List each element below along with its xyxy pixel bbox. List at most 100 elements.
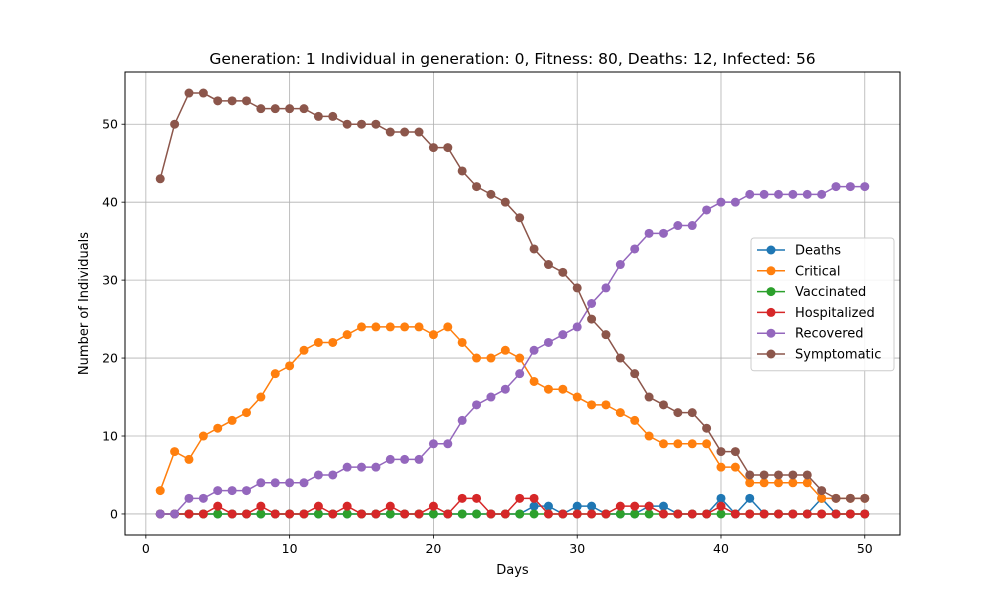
deaths-point <box>543 501 553 511</box>
x-tick-label: 40 <box>713 541 729 556</box>
hospitalized-point <box>601 509 611 519</box>
vaccinated-point <box>515 509 525 519</box>
recovered-point <box>702 205 712 215</box>
legend-label: Hospitalized <box>795 306 875 321</box>
critical-point <box>500 345 510 355</box>
critical-point <box>400 322 410 332</box>
symptomatic-point <box>486 189 496 199</box>
series-critical <box>155 322 870 503</box>
hospitalized-point <box>572 509 582 519</box>
recovered-point <box>687 221 697 231</box>
plot-frame <box>124 71 901 536</box>
recovered-point <box>831 182 841 192</box>
symptomatic-point <box>414 127 424 137</box>
recovered-point <box>658 228 668 238</box>
recovered-point <box>745 189 755 199</box>
recovered-point <box>543 337 553 347</box>
recovered-point <box>443 439 453 449</box>
legend-swatch-marker <box>766 287 776 297</box>
recovered-point <box>673 221 683 231</box>
symptomatic-point <box>227 96 237 106</box>
symptomatic-point <box>313 111 323 121</box>
series-hospitalized <box>155 493 870 519</box>
symptomatic-point <box>443 143 453 153</box>
deaths-point <box>572 501 582 511</box>
critical-point <box>572 392 582 402</box>
symptomatic-point <box>500 197 510 207</box>
recovered-point <box>500 384 510 394</box>
hospitalized-point <box>457 493 467 503</box>
recovered-point <box>845 182 855 192</box>
critical-point <box>342 330 352 340</box>
symptomatic-point <box>155 174 165 184</box>
symptomatic-point <box>184 88 194 98</box>
recovered-point <box>802 189 812 199</box>
critical-point <box>313 337 323 347</box>
critical-point <box>745 478 755 488</box>
symptomatic-point <box>256 104 266 114</box>
legend-label: Recovered <box>795 327 864 342</box>
recovered-point <box>270 478 280 488</box>
critical-point <box>198 431 208 441</box>
deaths-point <box>658 501 668 511</box>
hospitalized-point <box>730 509 740 519</box>
symptomatic-point <box>716 447 726 457</box>
chart-title: Generation: 1 Individual in generation: … <box>209 50 815 68</box>
hospitalized-point <box>587 509 597 519</box>
recovered-point <box>615 260 625 270</box>
hospitalized-point <box>342 501 352 511</box>
symptomatic-point <box>472 182 482 192</box>
vaccinated-point <box>630 509 640 519</box>
symptomatic-point <box>400 127 410 137</box>
critical-point <box>184 454 194 464</box>
legend-label: Vaccinated <box>795 285 866 300</box>
symptomatic-point <box>457 166 467 176</box>
critical-point <box>385 322 395 332</box>
recovered-point <box>198 493 208 503</box>
critical-point <box>687 439 697 449</box>
recovered-point <box>428 439 438 449</box>
series-recovered <box>155 182 870 519</box>
critical-point <box>730 462 740 472</box>
recovered-point <box>184 493 194 503</box>
hospitalized-point <box>184 509 194 519</box>
symptomatic-point <box>687 408 697 418</box>
symptomatic-point <box>342 119 352 129</box>
critical-point <box>285 361 295 371</box>
vaccinated-point <box>716 509 726 519</box>
hospitalized-point <box>845 509 855 519</box>
hospitalized-point <box>687 509 697 519</box>
critical-point <box>515 353 525 363</box>
recovered-point <box>457 415 467 425</box>
series-layer <box>155 88 870 519</box>
critical-point <box>457 337 467 347</box>
symptomatic-point <box>860 493 870 503</box>
hospitalized-point <box>658 509 668 519</box>
critical-point <box>673 439 683 449</box>
axis-ticks: 0 10 20 30 40 50 0 10 20 30 40 50 <box>102 117 873 556</box>
symptomatic-point <box>428 143 438 153</box>
vaccinated-point <box>428 509 438 519</box>
symptomatic-point <box>702 423 712 433</box>
symptomatic-point <box>630 369 640 379</box>
critical-point <box>788 478 798 488</box>
y-tick-label: 0 <box>110 506 118 521</box>
hospitalized-point <box>860 509 870 519</box>
x-axis-label: Days <box>496 563 529 578</box>
recovered-point <box>630 244 640 254</box>
hospitalized-point <box>788 509 798 519</box>
y-tick-label: 40 <box>102 195 118 210</box>
y-tick-label: 20 <box>102 351 118 366</box>
symptomatic-point <box>615 353 625 363</box>
symptomatic-point <box>198 88 208 98</box>
critical-point <box>802 478 812 488</box>
recovered-point <box>357 462 367 472</box>
legend-swatch-marker <box>766 245 776 255</box>
symptomatic-point <box>587 314 597 324</box>
hospitalized-point <box>371 509 381 519</box>
recovered-point <box>155 509 165 519</box>
legend-item-recovered: Recovered <box>757 327 864 342</box>
x-tick-label: 0 <box>142 541 150 556</box>
legend-label: Symptomatic <box>795 348 881 363</box>
symptomatic-point <box>745 470 755 480</box>
